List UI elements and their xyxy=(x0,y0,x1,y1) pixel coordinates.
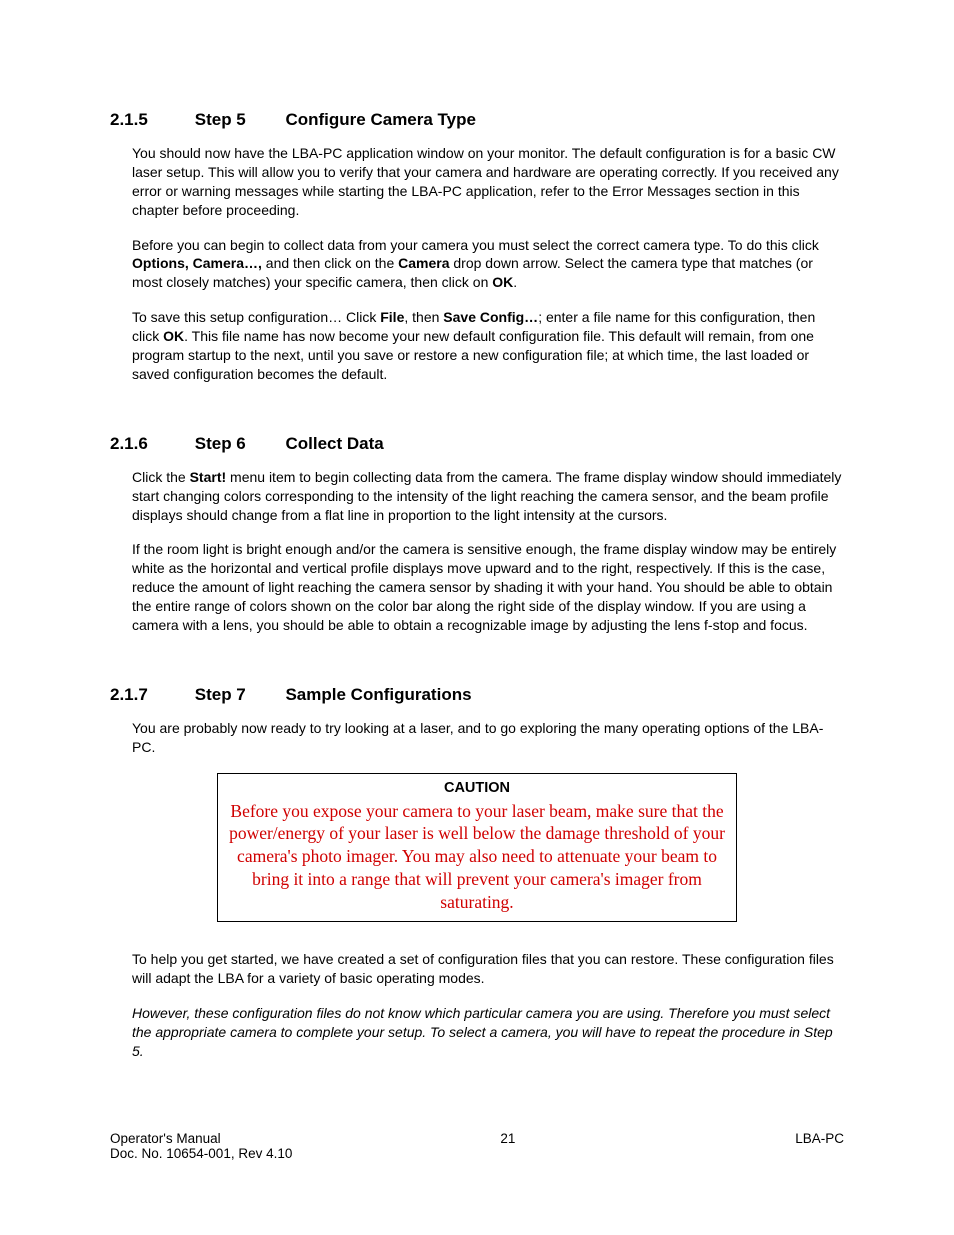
paragraph: You are probably now ready to try lookin… xyxy=(132,719,844,757)
bold-text: Start! xyxy=(190,469,227,485)
section-number: 2.1.5 xyxy=(110,110,190,130)
bold-text: Options, Camera…, xyxy=(132,255,262,271)
section-title: Collect Data xyxy=(285,434,383,453)
bold-text: OK xyxy=(163,328,184,344)
paragraph: Before you can begin to collect data fro… xyxy=(132,236,844,293)
section-title: Configure Camera Type xyxy=(285,110,476,129)
section-number: 2.1.6 xyxy=(110,434,190,454)
text: To save this setup configuration… Click xyxy=(132,309,380,325)
heading-2-1-5: 2.1.5 Step 5 Configure Camera Type xyxy=(110,110,844,130)
heading-2-1-6: 2.1.6 Step 6 Collect Data xyxy=(110,434,844,454)
footer-left-2: Doc. No. 10654-001, Rev 4.10 xyxy=(110,1146,292,1161)
bold-text: File xyxy=(380,309,404,325)
paragraph: You should now have the LBA-PC applicati… xyxy=(132,144,844,220)
text: . xyxy=(513,274,517,290)
section-number: 2.1.7 xyxy=(110,685,190,705)
page-footer: Operator's Manual 21 LBA-PC Doc. No. 106… xyxy=(110,1131,844,1161)
paragraph: Click the Start! menu item to begin coll… xyxy=(132,468,844,525)
bold-text: OK xyxy=(492,274,513,290)
text: Click the xyxy=(132,469,190,485)
text: , then xyxy=(404,309,443,325)
heading-2-1-7: 2.1.7 Step 7 Sample Configurations xyxy=(110,685,844,705)
step-label: Step 5 xyxy=(195,110,281,130)
bold-text: Save Config… xyxy=(443,309,538,325)
text: menu item to begin collecting data from … xyxy=(132,469,841,523)
section-title: Sample Configurations xyxy=(285,685,471,704)
step-label: Step 6 xyxy=(195,434,281,454)
caution-title: CAUTION xyxy=(228,780,726,796)
document-page: 2.1.5 Step 5 Configure Camera Type You s… xyxy=(0,0,954,1235)
footer-left-1: Operator's Manual xyxy=(110,1131,221,1146)
text: . This file name has now become your new… xyxy=(132,328,814,382)
paragraph: To help you get started, we have created… xyxy=(132,950,844,988)
bold-text: Camera xyxy=(398,255,449,271)
footer-page-number: 21 xyxy=(221,1131,796,1146)
caution-text: Before you expose your camera to your la… xyxy=(228,800,726,914)
caution-box: CAUTION Before you expose your camera to… xyxy=(217,773,737,923)
text: and then click on the xyxy=(262,255,398,271)
step-label: Step 7 xyxy=(195,685,281,705)
text: Before you can begin to collect data fro… xyxy=(132,237,819,253)
footer-right: LBA-PC xyxy=(795,1131,844,1146)
paragraph: To save this setup configuration… Click … xyxy=(132,308,844,384)
paragraph-italic: However, these configuration files do no… xyxy=(132,1004,844,1061)
paragraph: If the room light is bright enough and/o… xyxy=(132,540,844,634)
